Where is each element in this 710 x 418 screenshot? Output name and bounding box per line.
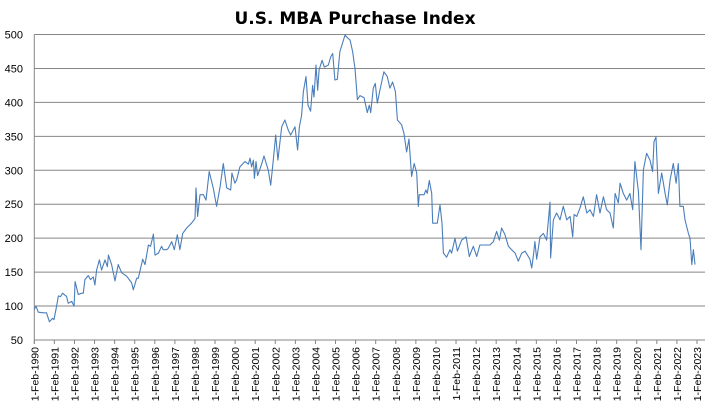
x-tick-label: 1-Feb-2000 — [230, 347, 242, 401]
x-tick-label: 1-Feb-2001 — [250, 347, 262, 401]
x-tick-label: 1-Feb-1999 — [210, 347, 222, 401]
x-tick-label: 1-Feb-2003 — [290, 347, 302, 401]
x-tick-label: 1-Feb-2012 — [471, 347, 483, 401]
x-tick-label: 1-Feb-1990 — [29, 347, 41, 401]
x-tick-label: 1-Feb-2011 — [451, 347, 463, 401]
x-tick-label: 1-Feb-2022 — [672, 347, 684, 401]
gridlines — [33, 34, 705, 344]
x-tick-label: 1-Feb-2004 — [310, 347, 322, 401]
y-axis-ticks: 50 100 150 200 250 300 350 400 450 500 — [5, 30, 23, 348]
x-tick-label: 1-Feb-1994 — [110, 347, 122, 401]
x-tick-label: 1-Feb-2016 — [551, 347, 563, 401]
x-tick-label: 1-Feb-2020 — [632, 347, 644, 401]
series-layer — [33, 34, 696, 323]
y-tick-label: 400 — [5, 97, 23, 109]
x-tick-label: 1-Feb-2018 — [592, 347, 604, 401]
x-tick-label: 1-Feb-2023 — [692, 347, 704, 401]
x-tick-label: 1-Feb-2005 — [331, 347, 343, 401]
x-tick-label: 1-Feb-2013 — [491, 347, 503, 401]
y-tick-label: 50 — [11, 335, 23, 347]
x-tick-label: 1-Feb-1997 — [170, 347, 182, 401]
y-tick-label: 450 — [5, 63, 23, 75]
x-tick-label: 1-Feb-1993 — [90, 347, 102, 401]
x-tick-label: 1-Feb-2007 — [371, 347, 383, 401]
x-tick-label: 1-Feb-1992 — [69, 347, 81, 401]
x-tick-label: 1-Feb-2014 — [511, 347, 523, 401]
x-tick-label: 1-Feb-2006 — [351, 347, 363, 401]
series-line-mba-purchase-index — [33, 34, 696, 323]
x-tick-label: 1-Feb-2010 — [431, 347, 443, 401]
y-tick-label: 100 — [5, 301, 23, 313]
y-tick-label: 500 — [5, 30, 23, 42]
x-tick-label: 1-Feb-1996 — [150, 347, 162, 401]
chart-title: U.S. MBA Purchase Index — [234, 9, 475, 29]
y-tick-label: 300 — [5, 165, 23, 177]
y-tick-label: 200 — [5, 233, 23, 245]
x-tick-label: 1-Feb-2002 — [270, 347, 282, 401]
y-tick-label: 150 — [5, 267, 23, 279]
x-tick-label: 1-Feb-1995 — [130, 347, 142, 401]
x-tick-label: 1-Feb-2015 — [531, 347, 543, 401]
x-axis-ticks: 1-Feb-1990 1-Feb-1991 1-Feb-1992 1-Feb-1993… — [29, 340, 704, 401]
x-tick-label: 1-Feb-1998 — [190, 347, 202, 401]
y-tick-label: 350 — [5, 131, 23, 143]
x-tick-label: 1-Feb-1991 — [49, 347, 61, 401]
x-tick-label: 1-Feb-2021 — [652, 347, 664, 401]
y-tick-label: 250 — [5, 199, 23, 211]
x-tick-label: 1-Feb-2017 — [572, 347, 584, 401]
x-tick-label: 1-Feb-2008 — [391, 347, 403, 401]
x-tick-label: 1-Feb-2019 — [612, 347, 624, 401]
x-tick-label: 1-Feb-2009 — [411, 347, 423, 401]
